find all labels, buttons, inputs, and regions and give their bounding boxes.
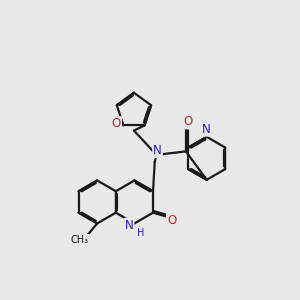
Text: N: N	[153, 144, 162, 157]
Text: N: N	[202, 123, 211, 136]
Text: O: O	[183, 116, 192, 128]
Text: O: O	[112, 117, 121, 130]
Text: H: H	[137, 228, 144, 238]
Text: O: O	[167, 214, 176, 227]
Text: CH₃: CH₃	[70, 235, 88, 245]
Text: N: N	[125, 219, 134, 232]
